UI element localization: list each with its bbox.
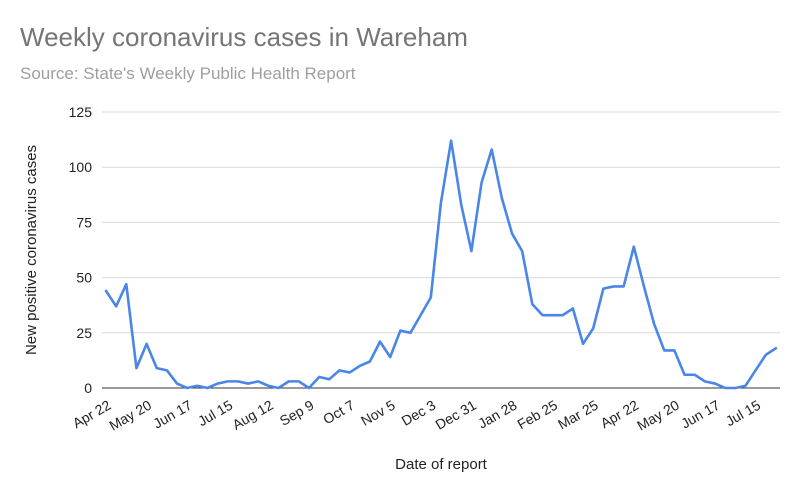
x-tick-label: Oct 7 xyxy=(320,397,357,428)
x-tick-label: Sep 9 xyxy=(277,397,317,429)
x-tick-label: Jun 17 xyxy=(150,397,195,432)
gridlines xyxy=(102,111,780,389)
x-tick-label: Jul 15 xyxy=(723,397,764,430)
x-tick-label: Jan 28 xyxy=(475,397,520,432)
x-tick-label: May 20 xyxy=(106,397,154,434)
x-tick-label: Aug 12 xyxy=(229,397,276,433)
x-tick-label: Mar 25 xyxy=(555,397,601,433)
x-tick-label: Dec 31 xyxy=(432,397,479,433)
x-tick-label: Apr 22 xyxy=(598,397,642,432)
series-group xyxy=(104,139,778,390)
y-tick-label: 100 xyxy=(69,159,93,175)
chart-subtitle: Source: State's Weekly Public Health Rep… xyxy=(20,64,356,83)
y-axis-title: New positive coronavirus cases xyxy=(23,145,40,355)
x-tick-label: Nov 5 xyxy=(358,397,398,429)
x-tick-label: Apr 22 xyxy=(70,397,114,432)
x-tick-label: Feb 25 xyxy=(514,397,560,433)
series-line xyxy=(104,139,778,390)
y-tick-label: 50 xyxy=(76,270,92,286)
x-tick-label: May 20 xyxy=(634,397,682,434)
y-tick-label: 75 xyxy=(76,214,92,230)
x-tick-label: Jul 15 xyxy=(195,397,236,430)
y-tick-label: 0 xyxy=(84,380,92,396)
x-tick-label: Jun 17 xyxy=(678,397,723,432)
x-axis-title: Date of report xyxy=(395,456,488,473)
y-axis-ticks: 0 25 50 75 100 125 xyxy=(69,104,93,396)
y-tick-label: 125 xyxy=(69,104,93,120)
y-tick-label: 25 xyxy=(76,325,92,341)
chart-title: Weekly coronavirus cases in Wareham xyxy=(20,22,468,52)
x-tick-label: Dec 3 xyxy=(399,397,439,429)
